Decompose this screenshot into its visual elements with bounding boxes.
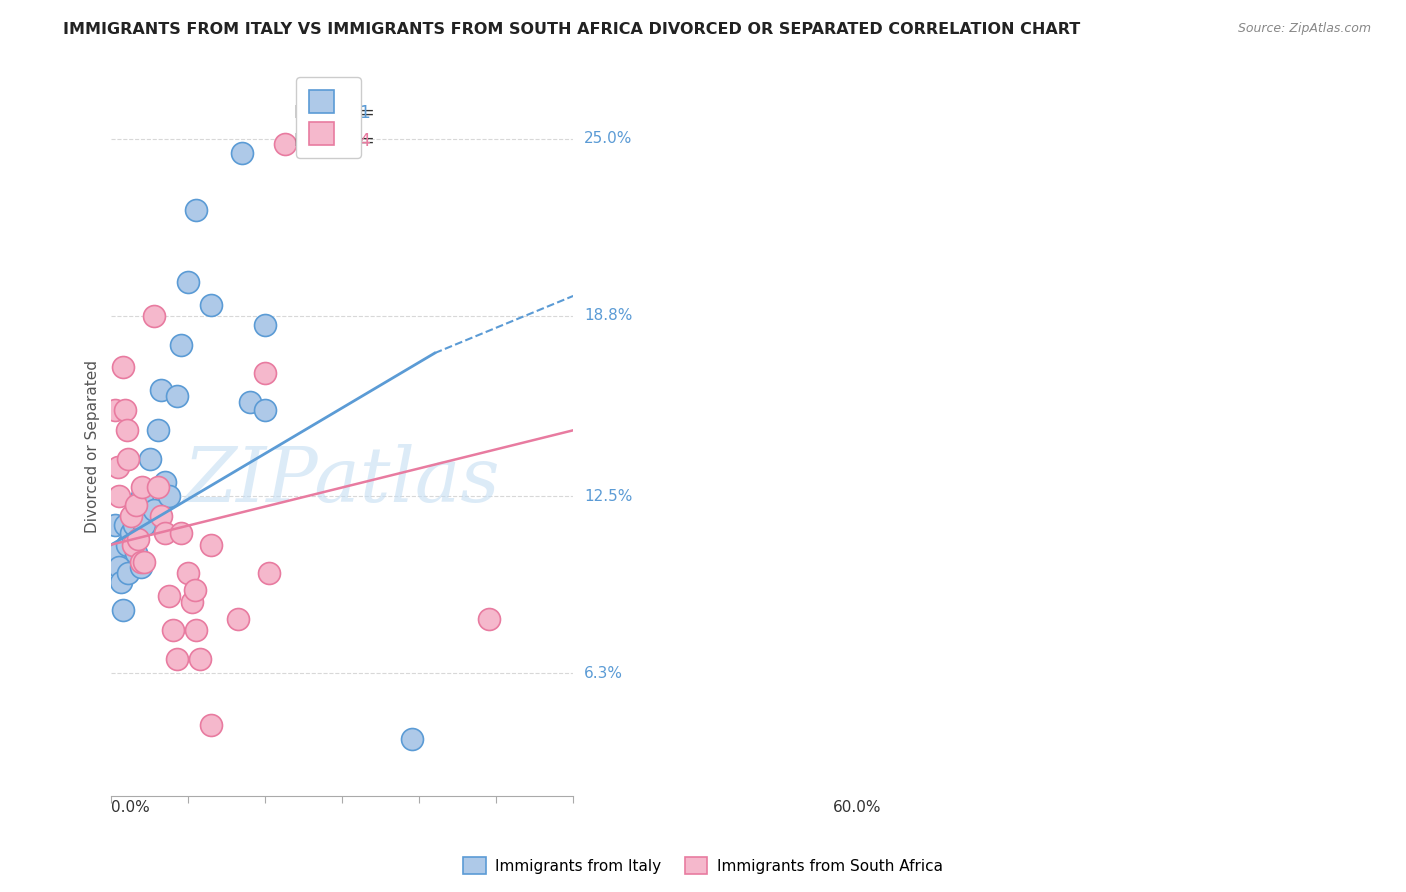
Text: 0.0%: 0.0% <box>111 799 150 814</box>
Text: N =: N = <box>329 104 381 122</box>
Point <box>111 360 134 375</box>
Text: R =: R = <box>294 132 333 151</box>
Point <box>122 538 145 552</box>
Text: 0.122: 0.122 <box>311 132 363 151</box>
Point <box>131 489 153 503</box>
Text: 18.8%: 18.8% <box>585 309 633 324</box>
Text: 31: 31 <box>349 104 371 122</box>
Point <box>231 146 253 161</box>
Legend: , : , <box>295 77 361 158</box>
Point <box>177 566 200 581</box>
Point <box>115 538 138 552</box>
Point <box>254 318 277 332</box>
Point <box>254 366 277 380</box>
Point <box>477 612 499 626</box>
Point <box>184 203 207 218</box>
Point <box>188 652 211 666</box>
Point <box>162 624 184 638</box>
Point <box>146 480 169 494</box>
Text: 25.0%: 25.0% <box>585 131 633 146</box>
Y-axis label: Divorced or Separated: Divorced or Separated <box>86 359 100 533</box>
Point <box>150 509 173 524</box>
Text: Source: ZipAtlas.com: Source: ZipAtlas.com <box>1237 22 1371 36</box>
Point <box>108 489 131 503</box>
Point <box>104 403 127 417</box>
Point <box>120 509 142 524</box>
Point <box>183 583 205 598</box>
Point <box>124 517 146 532</box>
Point <box>155 475 177 489</box>
Point <box>142 309 165 323</box>
Point <box>114 517 136 532</box>
Point <box>166 389 188 403</box>
Point <box>273 137 295 152</box>
Point <box>170 526 193 541</box>
Point <box>127 509 149 524</box>
Point <box>125 546 148 560</box>
Point <box>131 480 153 494</box>
Point <box>107 460 129 475</box>
Point <box>104 517 127 532</box>
Point <box>401 731 423 746</box>
Point <box>181 595 204 609</box>
Point <box>117 566 139 581</box>
Point <box>111 603 134 617</box>
Point <box>114 403 136 417</box>
Point <box>132 517 155 532</box>
Text: 12.5%: 12.5% <box>585 489 633 503</box>
Point <box>200 717 222 731</box>
Text: N =: N = <box>329 132 381 151</box>
Point <box>177 275 200 289</box>
Point <box>239 394 262 409</box>
Point <box>228 612 250 626</box>
Text: 34: 34 <box>349 132 371 151</box>
Point <box>254 403 277 417</box>
Point <box>129 555 152 569</box>
Point <box>120 526 142 541</box>
Point <box>157 489 180 503</box>
Legend: Immigrants from Italy, Immigrants from South Africa: Immigrants from Italy, Immigrants from S… <box>457 851 949 880</box>
Point <box>200 538 222 552</box>
Text: ZIPatlas: ZIPatlas <box>184 444 501 518</box>
Text: 60.0%: 60.0% <box>832 799 882 814</box>
Point <box>257 566 280 581</box>
Point <box>125 498 148 512</box>
Point <box>155 526 177 541</box>
Point <box>146 423 169 437</box>
Text: IMMIGRANTS FROM ITALY VS IMMIGRANTS FROM SOUTH AFRICA DIVORCED OR SEPARATED CORR: IMMIGRANTS FROM ITALY VS IMMIGRANTS FROM… <box>63 22 1081 37</box>
Point <box>132 555 155 569</box>
Point <box>127 532 149 546</box>
Point <box>170 337 193 351</box>
Text: R =: R = <box>294 104 333 122</box>
Point <box>110 574 132 589</box>
Point <box>117 451 139 466</box>
Point <box>157 589 180 603</box>
Point <box>139 451 162 466</box>
Point <box>129 560 152 574</box>
Point <box>115 423 138 437</box>
Text: 6.3%: 6.3% <box>585 665 623 681</box>
Point <box>150 384 173 398</box>
Point <box>105 546 128 560</box>
Point <box>200 297 222 311</box>
Point <box>184 624 207 638</box>
Text: 0.245: 0.245 <box>311 104 363 122</box>
Point <box>142 503 165 517</box>
Point <box>166 652 188 666</box>
Point <box>108 560 131 574</box>
